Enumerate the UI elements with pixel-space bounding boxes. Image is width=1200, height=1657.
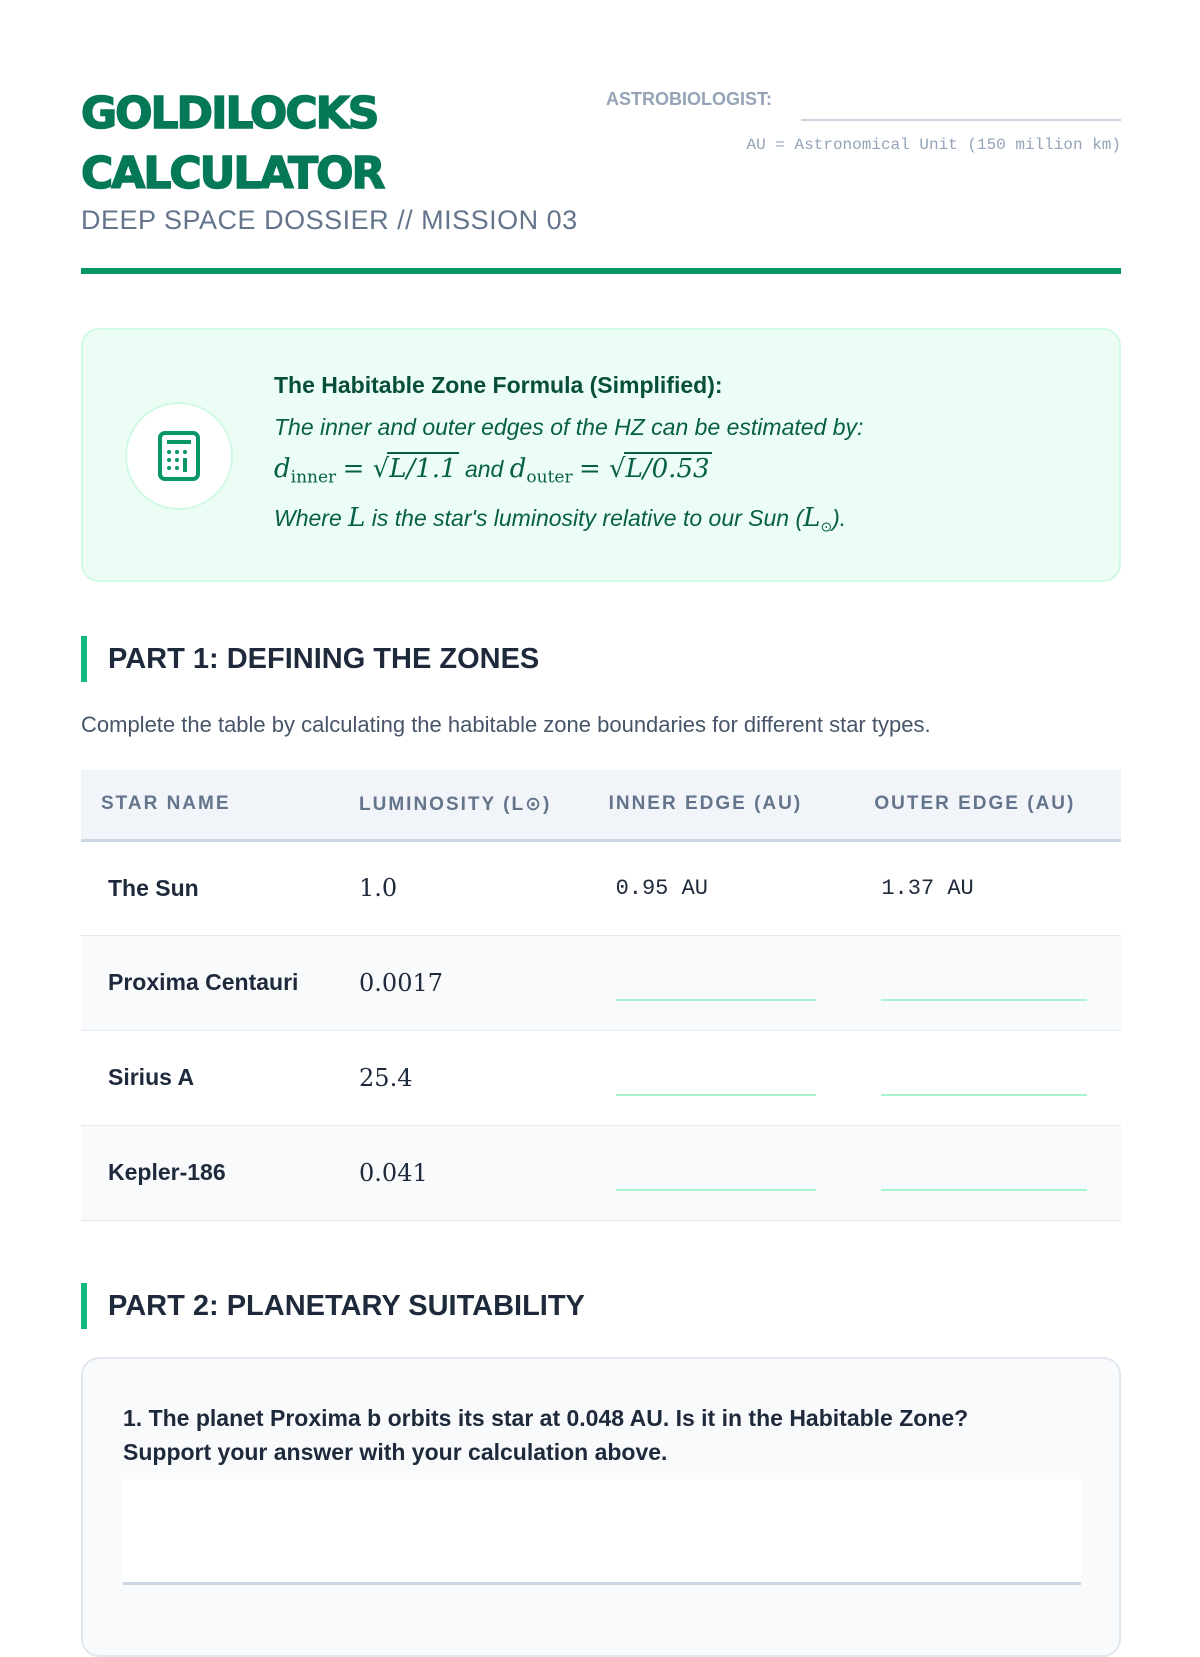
formula-equation: dinner = √L/1.1 and douter = √L/0.53 [274, 452, 712, 488]
table-row: Kepler-186 0.041 [81, 1125, 1121, 1221]
formula-intro: The inner and outer edges of the HZ can … [274, 414, 864, 440]
inner-edge: 0.95 AU [582, 840, 849, 936]
outer-sub: outer [526, 467, 573, 488]
where-var: L [348, 503, 366, 533]
star-name: The Sun [81, 840, 330, 936]
part1-description: Complete the table by calculating the ha… [81, 712, 931, 737]
title-line-1: GOLDILOCKS [80, 87, 380, 140]
table-header: STAR NAME LUMINOSITY (L⊙) INNER EDGE (AU… [81, 770, 1121, 842]
star-name: Sirius A [81, 1030, 330, 1126]
inner-expr: L/1.1 [387, 452, 459, 484]
table-row: Proxima Centauri 0.0017 [81, 935, 1121, 1031]
zones-table: STAR NAME LUMINOSITY (L⊙) INNER EDGE (AU… [81, 770, 1121, 1221]
outer-var: d [509, 454, 527, 484]
question-card: 1. The planet Proxima b orbits its star … [81, 1357, 1121, 1657]
where-end: ). [832, 505, 847, 531]
outer-edge-input[interactable] [881, 1093, 1088, 1096]
luminosity: 0.041 [329, 1125, 583, 1221]
inner-sub: inner [290, 467, 337, 488]
header-divider [81, 268, 1121, 274]
astrobiologist-label: ASTROBIOLOGIST: [606, 89, 772, 109]
astrobiologist-name-field[interactable] [801, 119, 1121, 121]
calculator-icon [158, 431, 200, 481]
part1-heading: PART 1: DEFINING THE ZONES [81, 636, 539, 682]
icon-badge [125, 402, 233, 510]
star-name: Proxima Centauri [81, 935, 330, 1031]
page-subtitle: DEEP SPACE DOSSIER // MISSION 03 [81, 205, 578, 235]
inner-var: d [274, 454, 291, 484]
table-row: Sirius A 25.4 [81, 1030, 1121, 1126]
page-title: GOLDILOCKS CALCULATOR [80, 84, 386, 204]
table-row: The Sun 1.0 0.95 AU 1.37 AU [81, 840, 1121, 936]
col-star-name: STAR NAME [81, 770, 330, 842]
where-sym: L [803, 503, 821, 533]
inner-edge-input[interactable] [615, 998, 816, 1001]
connector: and [464, 456, 504, 482]
outer-expr: L/0.53 [623, 452, 712, 484]
col-outer-edge: OUTER EDGE (AU) [848, 770, 1121, 842]
outer-edge-input[interactable] [881, 998, 1088, 1001]
sun-symbol: ⊙ [820, 518, 833, 535]
formula-title: The Habitable Zone Formula (Simplified): [274, 372, 723, 398]
answer-1-field[interactable] [123, 1479, 1081, 1585]
part2-heading: PART 2: PLANETARY SUITABILITY [81, 1283, 585, 1329]
inner-edge-input[interactable] [615, 1188, 816, 1191]
where-pre: Where [274, 505, 342, 531]
col-luminosity: LUMINOSITY (L⊙) [329, 770, 583, 842]
outer-edge-input[interactable] [881, 1188, 1088, 1191]
star-name: Kepler-186 [81, 1125, 330, 1221]
luminosity: 25.4 [329, 1030, 583, 1126]
where-post: is the star's luminosity relative to our… [371, 505, 804, 531]
question-1: 1. The planet Proxima b orbits its star … [123, 1405, 969, 1465]
luminosity: 1.0 [329, 840, 583, 936]
inner-edge-input[interactable] [615, 1093, 816, 1096]
title-line-2: CALCULATOR [80, 147, 386, 200]
outer-edge: 1.37 AU [848, 840, 1121, 936]
luminosity: 0.0017 [329, 935, 583, 1031]
col-inner-edge: INNER EDGE (AU) [582, 770, 849, 842]
formula-box: The Habitable Zone Formula (Simplified):… [81, 328, 1121, 582]
au-note: AU = Astronomical Unit (150 million km) [746, 136, 1121, 154]
formula-where: Where L is the star's luminosity relativ… [274, 503, 846, 536]
